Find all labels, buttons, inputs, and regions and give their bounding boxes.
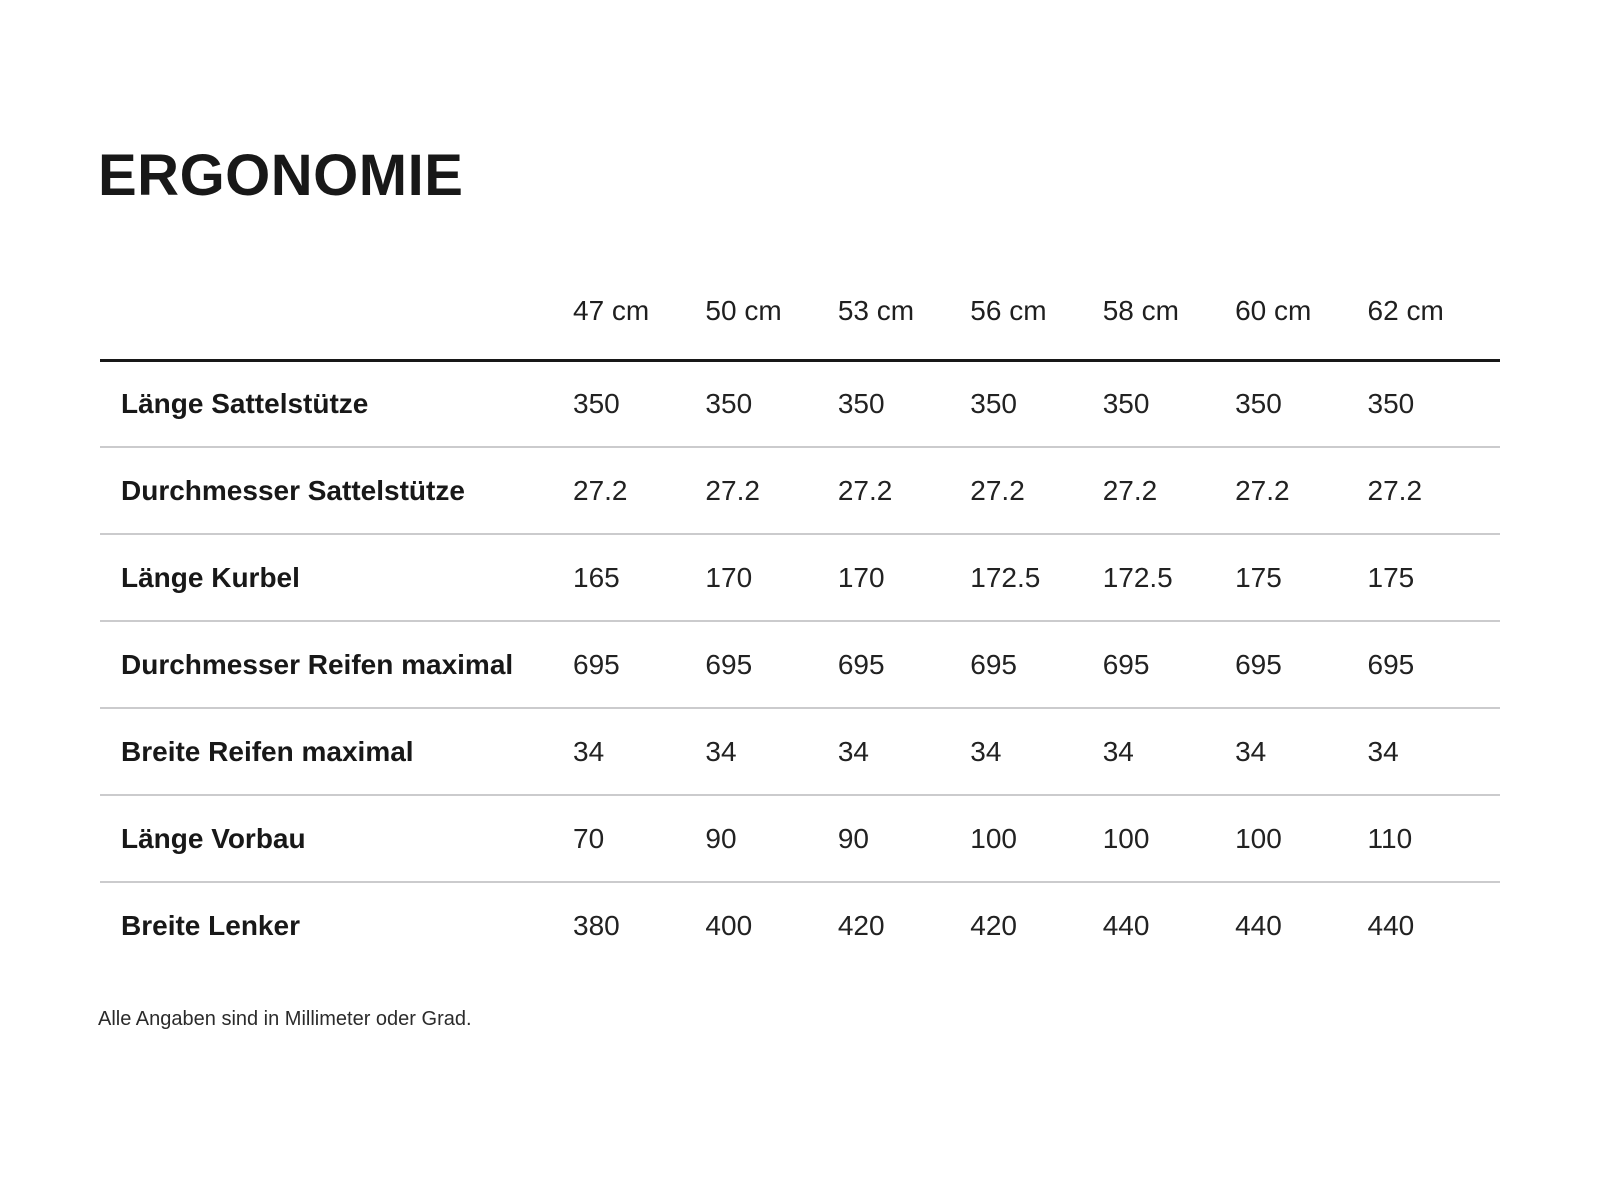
cell-value: 440 <box>1102 910 1150 941</box>
cell-value: 27.2 <box>970 474 1025 506</box>
cell-value: 27.2 <box>573 474 628 506</box>
row-label: Breite Reifen maximal <box>121 735 414 767</box>
cell-value: 695 <box>970 648 1017 680</box>
cell-value: 172.5 <box>1102 561 1173 593</box>
cell-value: 27.2 <box>705 474 760 506</box>
cell-value: 27.2 <box>1102 474 1158 506</box>
column-header: 58 cm <box>1102 260 1236 362</box>
cell-value: 695 <box>1235 648 1282 680</box>
table-row: Breite Lenker 380 400 420 420 440 440 440 <box>100 882 1500 969</box>
cell-value: 420 <box>837 910 885 941</box>
cell-value: 350 <box>1235 387 1282 419</box>
table-row: Länge Vorbau 70 90 90 100 100 100 110 <box>100 795 1500 882</box>
cell-value: 34 <box>837 735 869 767</box>
ergonomics-table: 47 cm 50 cm 53 cm 56 cm 58 cm 60 cm 62 cm Läng… <box>100 260 1500 969</box>
cell-value: 440 <box>1367 910 1415 941</box>
cell-value: 175 <box>1367 561 1415 593</box>
table-row: Länge Kurbel 165 170 170 172.5 172.5 175 175 <box>100 534 1500 621</box>
cell-value: 100 <box>970 822 1017 854</box>
cell-value: 100 <box>1235 822 1282 854</box>
cell-value: 34 <box>1367 735 1399 767</box>
cell-value: 172.5 <box>970 561 1041 593</box>
cell-value: 350 <box>970 387 1017 419</box>
cell-value: 34 <box>1235 735 1267 767</box>
column-header: 60 cm <box>1235 260 1368 362</box>
table-row: Durchmesser Reifen maximal 695 695 695 695 69… <box>100 621 1500 708</box>
cell-value: 27.2 <box>1367 474 1423 506</box>
table-header-row: 47 cm 50 cm 53 cm 56 cm 58 cm 60 cm 62 cm <box>100 260 1500 362</box>
cell-value: 350 <box>573 387 620 419</box>
cell-value: 695 <box>837 648 885 680</box>
column-header: 56 cm <box>970 260 1103 362</box>
row-label: Länge Vorbau <box>121 822 306 854</box>
table-row: Durchmesser Sattelstütze 27.2 27.2 27.2 27.2… <box>100 447 1500 534</box>
cell-value: 34 <box>1102 735 1134 767</box>
cell-value: 350 <box>837 387 885 419</box>
cell-value: 440 <box>1235 910 1282 941</box>
cell-value: 175 <box>1235 561 1282 593</box>
cell-value: 350 <box>1367 387 1415 419</box>
cell-value: 34 <box>705 735 737 767</box>
cell-value: 350 <box>705 387 753 419</box>
cell-value: 165 <box>573 561 620 593</box>
table-row: Breite Reifen maximal 34 34 34 34 34 34 34 <box>100 708 1500 795</box>
page-title: ERGONOMIE <box>98 143 464 208</box>
row-label: Breite Lenker <box>121 910 300 941</box>
cell-value: 350 <box>1102 387 1150 419</box>
column-header: 62 cm <box>1367 260 1500 362</box>
table-row: Länge Sattelstütze 350 350 350 350 350 350 350 <box>100 360 1500 447</box>
cell-value: 34 <box>970 735 1002 767</box>
corner-cell <box>100 260 573 362</box>
cell-value: 400 <box>705 910 753 941</box>
cell-value: 70 <box>573 822 605 854</box>
cell-value: 110 <box>1367 822 1413 854</box>
table-body: Länge Sattelstütze 350 350 350 350 350 350 350 D… <box>100 360 1500 969</box>
cell-value: 695 <box>1367 648 1415 680</box>
column-header: 50 cm <box>705 260 838 362</box>
cell-value: 695 <box>573 648 620 680</box>
cell-value: 100 <box>1102 822 1150 854</box>
cell-value: 34 <box>573 735 605 767</box>
row-label: Länge Sattelstütze <box>121 387 369 419</box>
cell-value: 420 <box>970 910 1017 941</box>
cell-value: 695 <box>705 648 753 680</box>
cell-value: 90 <box>705 822 737 854</box>
footnote: Alle Angaben sind in Millimeter oder Gra… <box>98 1008 472 1030</box>
cell-value: 27.2 <box>1235 474 1290 506</box>
cell-value: 170 <box>837 561 885 593</box>
cell-value: 27.2 <box>837 474 893 506</box>
cell-value: 90 <box>837 822 869 854</box>
table-header: 47 cm 50 cm 53 cm 56 cm 58 cm 60 cm 62 cm <box>100 260 1500 362</box>
column-header: 53 cm <box>837 260 971 362</box>
cell-value: 380 <box>573 910 620 941</box>
cell-value: 170 <box>705 561 753 593</box>
row-label: Durchmesser Reifen maximal <box>121 648 514 680</box>
cell-value: 695 <box>1102 648 1150 680</box>
column-header: 47 cm <box>573 260 706 362</box>
row-label: Länge Kurbel <box>121 561 300 593</box>
row-label: Durchmesser Sattelstütze <box>121 474 465 506</box>
